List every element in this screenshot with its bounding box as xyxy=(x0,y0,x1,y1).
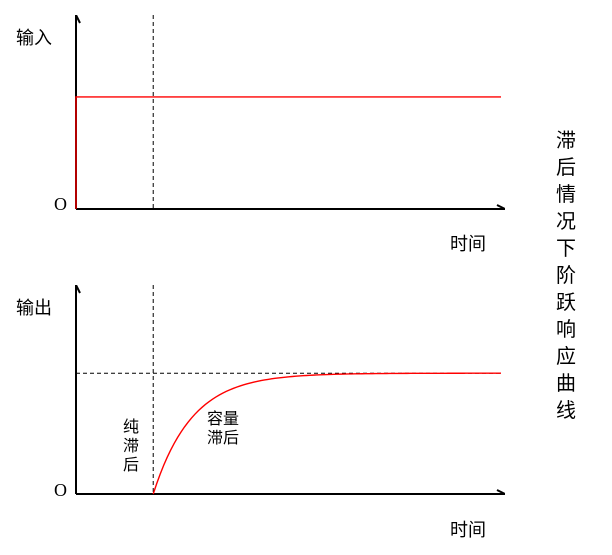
top-origin-label: O xyxy=(54,194,67,215)
top-plot xyxy=(75,15,505,210)
side-title: 滞 后 情 况 下 阶 跃 响 应 曲 线 xyxy=(554,128,578,425)
bottom-origin-label: O xyxy=(54,480,67,501)
top-ylabel: 输入 xyxy=(16,24,52,50)
bottom-plot xyxy=(75,285,505,495)
bottom-ylabel: 输出 xyxy=(16,294,52,320)
bottom-xlabel: 时间 xyxy=(450,516,486,542)
top-xlabel: 时间 xyxy=(450,230,486,256)
